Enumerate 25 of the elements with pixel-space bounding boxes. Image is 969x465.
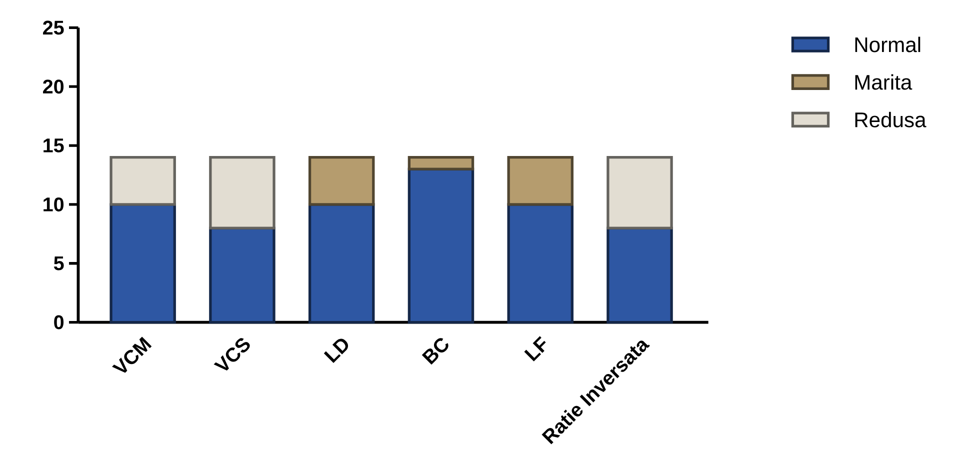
legend-label: Redusa: [855, 112, 926, 128]
bar: [308, 156, 375, 206]
y-tick-label: 5: [54, 256, 64, 270]
y-tick-label: 20: [43, 80, 64, 94]
bar: [606, 226, 673, 324]
x-tick-label: BC: [422, 338, 448, 365]
y-tick-label: 25: [43, 20, 64, 35]
bar: [110, 203, 176, 324]
x-tick-label: LF: [524, 336, 546, 362]
bar: [507, 203, 574, 324]
bar: [209, 156, 276, 230]
legend-label: Normal: [855, 36, 920, 52]
bar: [507, 156, 574, 206]
bar: [606, 156, 673, 230]
x-tick-label: LD: [324, 338, 348, 364]
legend-label: Marita: [855, 74, 912, 90]
x-tick-label: VCS: [214, 338, 250, 371]
y-tick-label: 15: [44, 138, 64, 153]
bar: [110, 156, 176, 206]
bar: [408, 156, 474, 171]
bar: [209, 226, 276, 324]
bar: [308, 203, 375, 324]
bar: [408, 168, 474, 324]
y-tick-label: 0: [54, 315, 64, 330]
y-tick-label: 10: [44, 198, 64, 212]
